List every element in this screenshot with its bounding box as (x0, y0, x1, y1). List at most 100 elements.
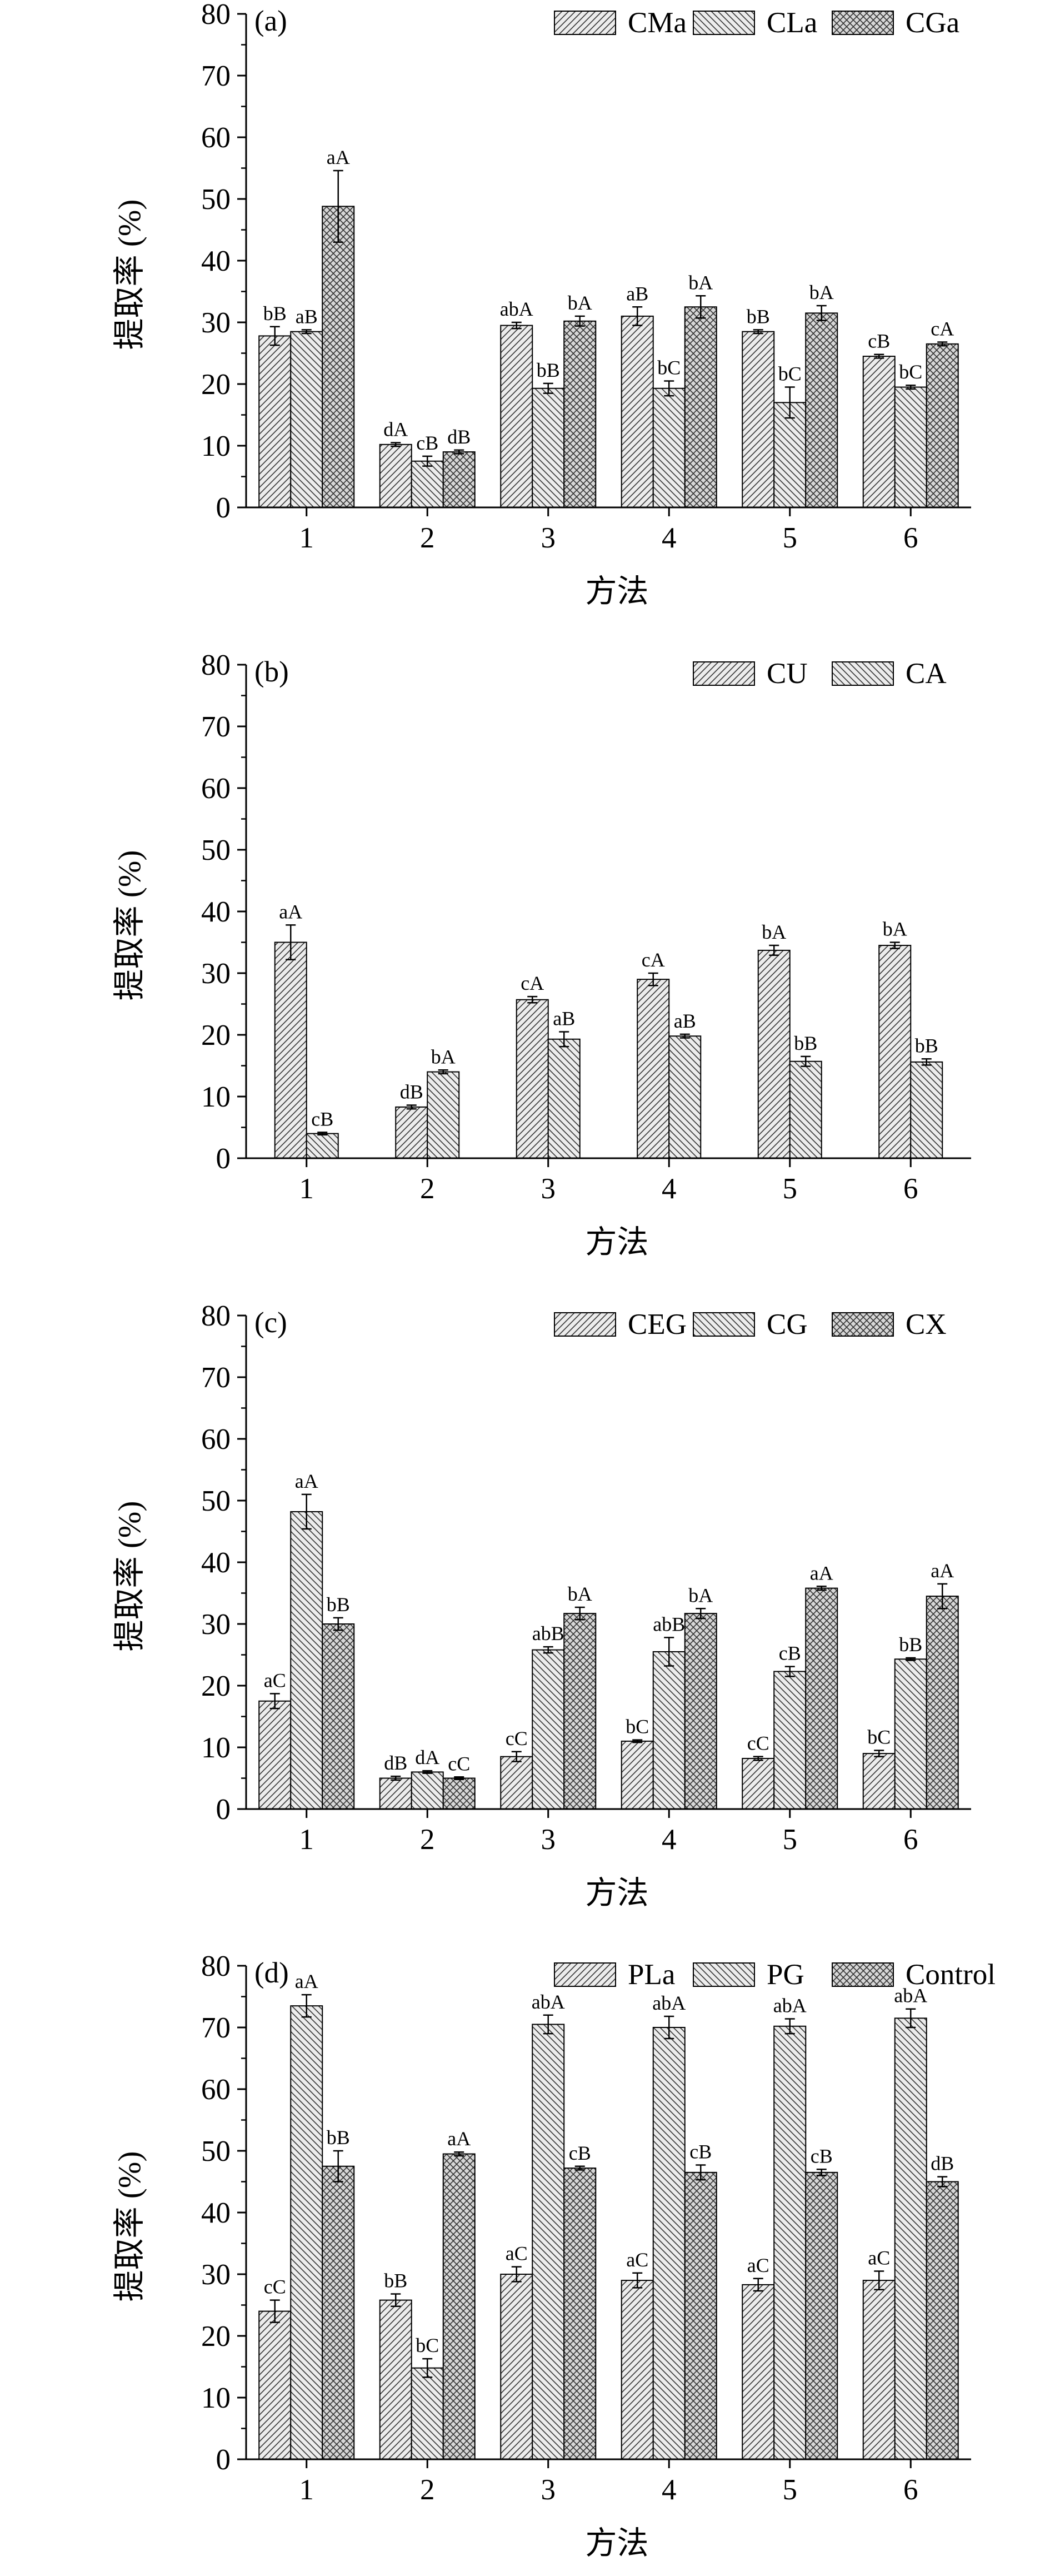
bar-PG-6 (894, 2017, 927, 2460)
legend-swatch-CX (832, 1312, 894, 1337)
data-label: bA (568, 292, 592, 314)
data-label: bB (384, 2270, 407, 2292)
bar-CU-3 (516, 999, 549, 1159)
data-label: cB (689, 2141, 712, 2163)
y-tick-label: 10 (201, 1081, 231, 1113)
bar-CG-5 (773, 1671, 807, 1810)
data-label: bB (263, 302, 287, 325)
data-label: bA (883, 918, 907, 940)
x-tick-label: 5 (783, 522, 798, 554)
bar-CLa-6 (894, 386, 927, 508)
bar-PLa-1 (258, 2310, 292, 2460)
legend-label-CLa: CLa (767, 7, 817, 39)
y-tick-label: 80 (201, 1950, 231, 1982)
bar-CLa-2 (411, 460, 444, 508)
y-tick-label: 30 (201, 2259, 231, 2291)
data-label: bB (537, 359, 560, 381)
y-tick-label: 20 (201, 1019, 231, 1052)
legend-label-CG: CG (767, 1308, 808, 1341)
x-tick-label: 4 (662, 522, 677, 554)
y-tick-label: 80 (201, 1300, 231, 1332)
bar-PG-2 (411, 2367, 444, 2460)
data-label: aA (295, 1970, 318, 1992)
data-label: abA (894, 1985, 927, 2007)
x-tick-label: 3 (541, 2474, 556, 2506)
bar-PLa-5 (742, 2284, 775, 2460)
x-tick-label: 6 (903, 1823, 918, 1856)
y-tick-label: 60 (201, 122, 231, 154)
bar-CEG-5 (742, 1757, 775, 1810)
y-tick-label: 50 (201, 1485, 231, 1517)
data-label: bB (747, 305, 770, 327)
bar-PG-4 (652, 2027, 686, 2460)
y-tick-label: 50 (201, 2135, 231, 2168)
data-label: dB (384, 1752, 407, 1774)
bar-PLa-2 (379, 2299, 412, 2460)
data-label: bC (778, 363, 802, 385)
y-tick-label: 0 (216, 1143, 231, 1175)
x-tick-label: 6 (903, 1173, 918, 1205)
data-label: dB (447, 426, 471, 448)
bar-CX-3 (563, 1613, 597, 1810)
data-label: abA (652, 1992, 686, 2014)
bar-CA-2 (427, 1071, 460, 1159)
x-tick-label: 5 (783, 1823, 798, 1856)
data-label: aB (674, 1010, 696, 1032)
bar-CX-1 (322, 1623, 355, 1810)
legend-label-CA: CA (906, 657, 947, 690)
x-axis-title: 方法 (586, 1225, 649, 1260)
bar-CU-4 (637, 979, 670, 1159)
bar-CX-5 (805, 1587, 838, 1810)
bar-PLa-3 (500, 2274, 533, 2460)
y-tick-label: 0 (216, 2444, 231, 2476)
bar-Control-6 (926, 2181, 959, 2460)
data-label: aA (810, 1562, 833, 1584)
panel-label: (d) (254, 1957, 289, 1989)
x-tick-label: 6 (903, 522, 918, 554)
legend-swatch-CU (693, 661, 755, 686)
data-label: cB (569, 2142, 591, 2164)
y-tick-label: 60 (201, 773, 231, 805)
bar-CA-5 (789, 1060, 822, 1159)
y-axis-title: 提取率 (%) (112, 1501, 147, 1652)
bar-CA-4 (668, 1035, 702, 1159)
y-tick-label: 60 (201, 2074, 231, 2106)
x-tick-label: 2 (420, 1173, 435, 1205)
bar-CA-3 (547, 1038, 581, 1159)
legend-swatch-CLa (693, 11, 755, 35)
bar-CG-2 (411, 1771, 444, 1810)
legend-swatch-CA (832, 661, 894, 686)
bar-CGa-4 (684, 306, 717, 508)
x-tick-label: 2 (420, 2474, 435, 2506)
bar-CGa-2 (442, 451, 476, 508)
data-label: aC (747, 2254, 769, 2276)
bar-CX-2 (442, 1777, 476, 1810)
data-label: aC (506, 2243, 528, 2265)
data-label: aA (327, 146, 350, 168)
data-label: dB (400, 1081, 423, 1103)
bar-PG-1 (290, 2005, 323, 2460)
bar-CGa-5 (805, 312, 838, 508)
y-tick-label: 0 (216, 492, 231, 524)
bar-CG-6 (894, 1658, 927, 1810)
bar-Control-2 (442, 2153, 476, 2460)
data-label: abA (532, 1991, 565, 2013)
y-tick-label: 70 (201, 60, 231, 92)
data-label: bA (809, 281, 834, 303)
bar-CA-6 (910, 1061, 943, 1159)
bar-CEG-2 (379, 1777, 412, 1810)
legend-swatch-Control (832, 1962, 894, 1987)
x-tick-label: 3 (541, 1173, 556, 1205)
bar-CMa-4 (621, 315, 654, 509)
legend-swatch-PG (693, 1962, 755, 1987)
bar-CX-4 (684, 1613, 717, 1810)
x-tick-label: 1 (299, 522, 314, 554)
bar-PLa-4 (621, 2280, 654, 2460)
y-tick-label: 50 (201, 834, 231, 866)
y-axis-title: 提取率 (%) (112, 2151, 147, 2302)
bar-CMa-2 (379, 444, 412, 509)
y-tick-label: 40 (201, 245, 231, 277)
legend-label-CX: CX (906, 1308, 947, 1341)
legend-label-CU: CU (767, 657, 808, 690)
